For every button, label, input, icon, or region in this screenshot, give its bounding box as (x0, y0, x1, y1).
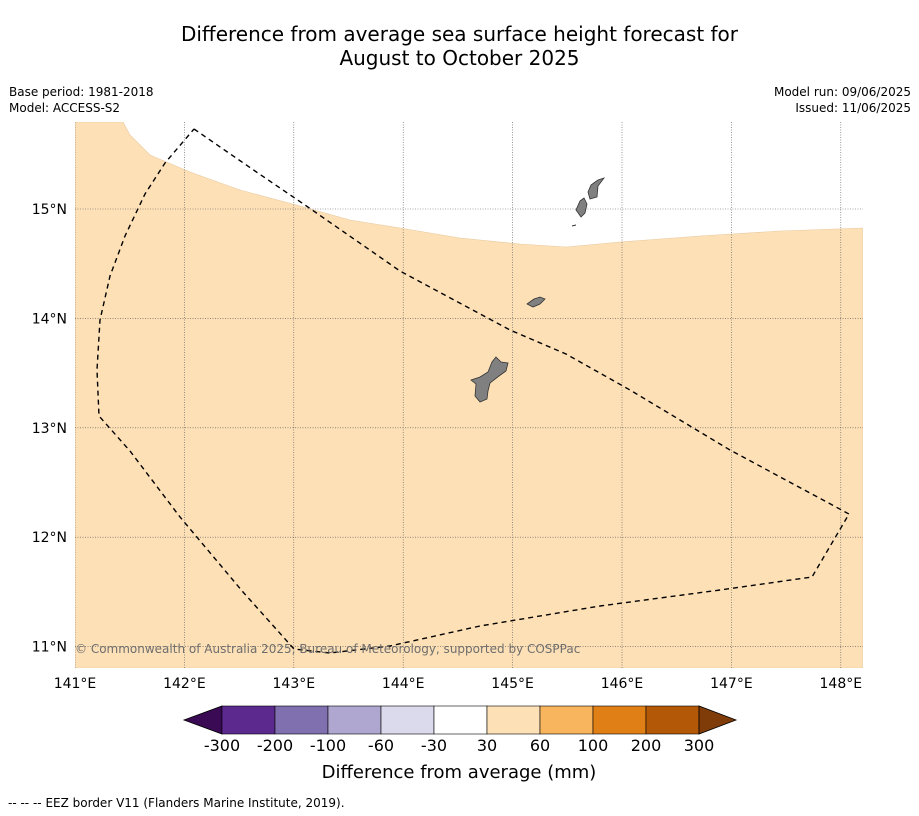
colorbar-tick-label: -100 (310, 736, 346, 755)
colorbar-tick-label: -300 (204, 736, 240, 755)
title-line-2: August to October 2025 (339, 46, 580, 70)
longitude-tick-label: 143°E (273, 676, 316, 692)
colorbar-segment (486, 705, 541, 735)
saipan-island (587, 177, 606, 200)
guam-island (470, 356, 509, 403)
model-run: Model run: 09/06/2025 (773, 85, 911, 99)
colorbar-tick-label: -60 (368, 736, 394, 755)
latitude-tick-label: 12°N (32, 530, 67, 546)
longitude-tick-label: 148°E (820, 676, 863, 692)
colorbar-extend-low (182, 705, 223, 735)
model-name: Model: ACCESS-S2 (9, 101, 121, 115)
colorbar-tick-label: 30 (477, 736, 497, 755)
footer-legend: -- -- -- EEZ border V11 (Flanders Marine… (8, 796, 345, 810)
latitude-tick-label: 13°N (32, 421, 67, 437)
colorbar (182, 705, 738, 735)
legend-dash-sample: -- -- -- (8, 796, 42, 810)
issued-date: Issued: 11/06/2025 (795, 101, 911, 115)
longitude-tick-label: 141°E (54, 676, 97, 692)
longitude-tick-label: 142°E (163, 676, 206, 692)
colorbar-segment (539, 705, 594, 735)
colorbar-tick-label: 100 (578, 736, 609, 755)
anomaly-region-30-60 (75, 122, 863, 668)
legend-text: EEZ border V11 (Flanders Marine Institut… (45, 796, 345, 810)
latitude-tick-label: 15°N (32, 202, 67, 218)
colorbar-segment (433, 705, 488, 735)
eez-border (96, 128, 850, 654)
colorbar-extend-high (698, 705, 738, 735)
colorbar-segment (380, 705, 435, 735)
colorbar-label: Difference from average (mm) (322, 762, 597, 783)
longitude-labels: 141°E 142°E 143°E 144°E 145°E 146°E 147°E 148°E (54, 676, 862, 692)
longitude-tick-label: 146°E (601, 676, 644, 692)
colorbar-tick-label: 60 (530, 736, 550, 755)
longitude-tick-label: 147°E (710, 676, 753, 692)
latitude-labels: 15°N 14°N 13°N 12°N 11°N (32, 202, 67, 656)
colorbar-segment (274, 705, 329, 735)
base-period: Base period: 1981-2018 (9, 85, 154, 99)
colorbar-segment (221, 705, 276, 735)
colorbar-tick-label: -30 (421, 736, 447, 755)
meta-left: Base period: 1981-2018 Model: ACCESS-S2 (9, 84, 154, 116)
meta-right: Model run: 09/06/2025 Issued: 11/06/2025 (774, 84, 911, 116)
copyright-text: © Commonwealth of Australia 2025, Bureau… (75, 642, 580, 656)
colorbar-tick-labels: -300 -200 -100 -60 -30 30 60 100 200 300 (204, 736, 714, 755)
title-line-1: Difference from average sea surface heig… (180, 22, 739, 46)
aguijan-islet (571, 224, 577, 227)
latitude-tick-label: 11°N (32, 640, 67, 656)
rota-island (526, 296, 546, 308)
colorbar-segment (327, 705, 382, 735)
colorbar-segment (592, 705, 647, 735)
colorbar-segment (645, 705, 700, 735)
colorbar-tick-label: 200 (631, 736, 662, 755)
latitude-tick-label: 14°N (32, 311, 67, 327)
longitude-tick-label: 145°E (491, 676, 534, 692)
tinian-island (575, 197, 588, 218)
chart-title: Difference from average sea surface heig… (0, 22, 919, 70)
longitude-tick-label: 144°E (382, 676, 425, 692)
gridlines (75, 122, 863, 668)
colorbar-tick-label: 300 (684, 736, 715, 755)
colorbar-tick-label: -200 (257, 736, 293, 755)
